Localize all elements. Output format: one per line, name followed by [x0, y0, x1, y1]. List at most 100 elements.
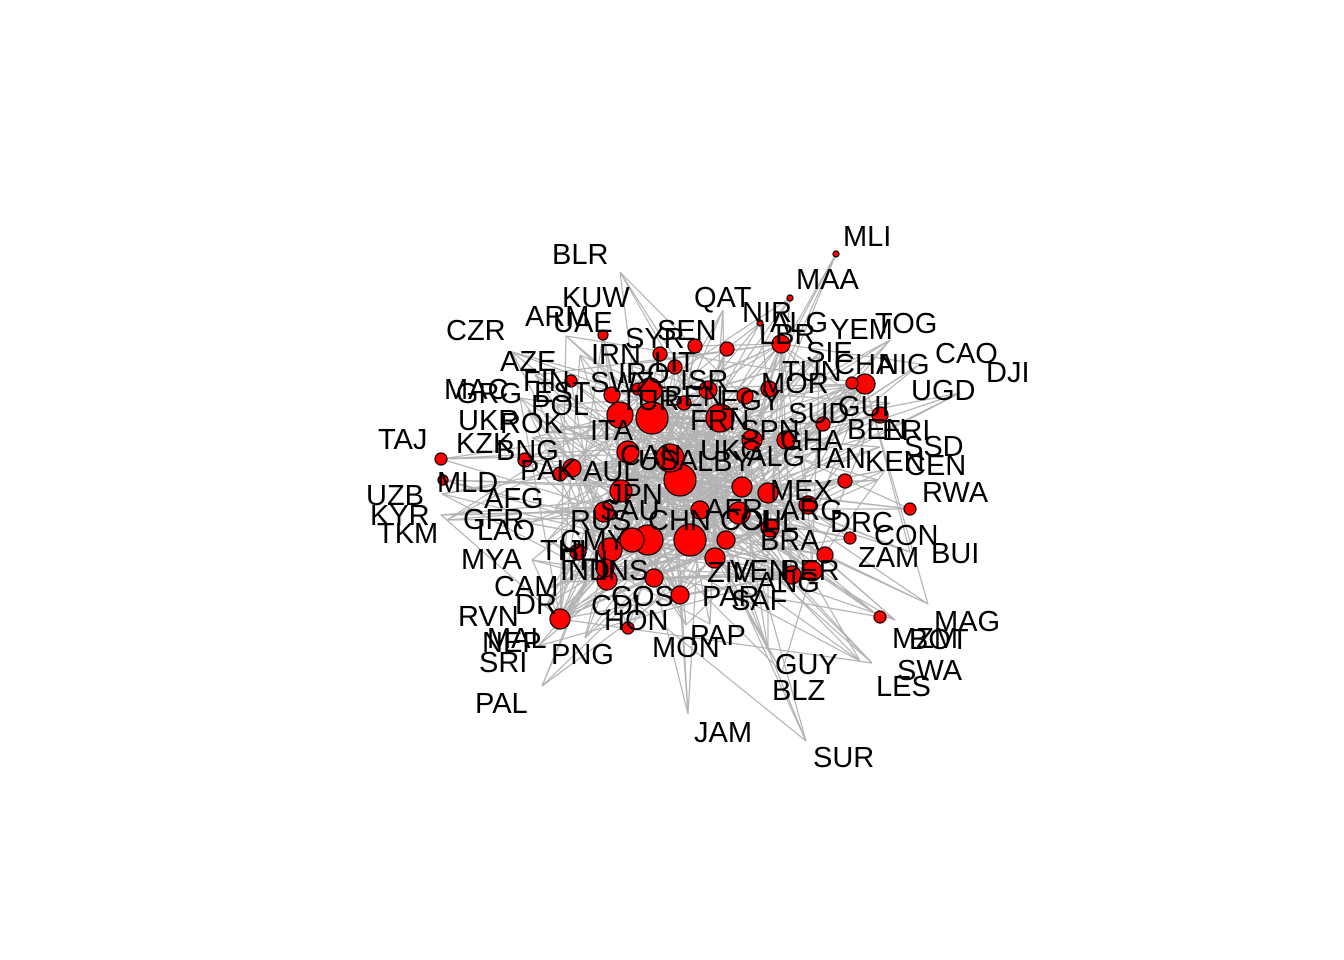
edge-GUY-core: [707, 468, 769, 651]
edge-MZM-CHL: [769, 527, 881, 618]
node-MZM: [873, 610, 887, 624]
node-label-ROK: ROK: [500, 408, 564, 440]
edge-SEN-ALG: [694, 343, 782, 347]
node-label-MEX: MEX: [770, 475, 833, 507]
edge-ERI-ALG: [780, 343, 881, 416]
edge-KUW-GMY: [602, 334, 633, 541]
edge-SAU-AFR: [603, 511, 740, 514]
node-GMY: [619, 527, 645, 553]
node-label-MYA: MYA: [461, 544, 522, 576]
node-PAR: [670, 585, 690, 605]
edge-ERI-ARG: [807, 414, 881, 506]
node-label-TAN: TAN: [810, 443, 866, 475]
node-label-NIG2: GHA: [780, 425, 844, 457]
node-label-TKM: TKM: [377, 518, 438, 550]
edge-PER-PAR: [679, 574, 793, 596]
node-label-ALG: ALG: [770, 307, 828, 339]
edge-PAK-BRA: [571, 467, 743, 488]
node-TUR: [637, 377, 663, 403]
edge-DJI-MEX: [767, 392, 961, 494]
node-label-SWA: SWA: [897, 655, 963, 687]
node-label-BOT: BOT: [909, 624, 969, 656]
node-label-PNG: PNG: [551, 639, 614, 671]
node-label-HON: HON: [604, 605, 668, 637]
node-ITA: [606, 401, 634, 429]
edge-PER-INS: [653, 574, 793, 579]
node-label-IND: IND: [560, 555, 610, 587]
edge-LES-ZIM: [714, 557, 861, 662]
node-label-ARG: ARG: [780, 495, 843, 527]
node-label-EST: EST: [534, 377, 591, 409]
edge-SUR-CDI: [606, 579, 807, 742]
edge-MAC-MAL: [519, 397, 561, 620]
node-TUN: [760, 380, 778, 398]
node-label-CDI: CDI: [591, 590, 641, 622]
node-label-GUI: GUI: [838, 391, 890, 423]
edge-PAL-INS: [541, 577, 655, 687]
node-label-CHA: CHA: [834, 349, 896, 381]
node-label-CON: CON: [874, 520, 938, 552]
node-INS: [644, 568, 664, 588]
node-CON: [843, 531, 857, 545]
edge-GFR-SPN: [527, 439, 753, 524]
node-label-JPN: JPN: [608, 479, 663, 511]
edge-POL-CAN: [559, 425, 629, 453]
edge-KZK-INS: [524, 459, 655, 579]
node-label-NIG: NIG: [878, 349, 930, 381]
node-label-ANG: ANG: [757, 567, 820, 599]
node-label-INS: INS: [600, 555, 648, 587]
edge-IRQ-NIG: [637, 383, 866, 390]
edge-INS-core: [653, 461, 664, 579]
edge-CHL-TUR: [649, 389, 771, 529]
node-label-AFG: AFG: [484, 483, 544, 515]
node-CHA: [845, 376, 859, 390]
node-label-NIR: NIR: [742, 297, 792, 329]
node-label-BNG: BNG: [496, 435, 559, 467]
node-MLD: [437, 474, 449, 486]
node-UKG: [655, 443, 685, 473]
node-TAJ: [434, 452, 448, 466]
edge-SPN-PAR: [679, 439, 753, 596]
node-label-COS: COS: [611, 581, 674, 613]
node-label-KEN: KEN: [865, 446, 925, 478]
node-label-CHN: CHN: [648, 505, 711, 537]
edge-VEN-INS: [653, 539, 727, 579]
node-layer: [434, 250, 917, 635]
node-label-BRA: BRA: [760, 525, 820, 557]
node-label-IRQ: IRQ: [618, 358, 670, 390]
edge-CZR-PAK: [511, 351, 573, 469]
node-label-KUW: KUW: [562, 282, 630, 314]
edge-SAF-NIG: [749, 383, 866, 586]
node-label-RWA: RWA: [922, 477, 989, 509]
edge-ISR-NIG2: [707, 389, 787, 441]
node-label-TAJ: TAJ: [378, 424, 427, 456]
node-MLI: [832, 250, 840, 258]
edge-KYR-MAL: [440, 514, 561, 620]
node-label-BLZ: BLZ: [772, 675, 825, 707]
node-NIG2: [776, 430, 796, 450]
node-MEX: [757, 482, 779, 504]
edge-RVN-PHI: [545, 567, 606, 606]
node-label-DR: DR: [515, 589, 557, 621]
edge-PER-ITA: [619, 414, 793, 576]
node-CHL: [760, 518, 780, 538]
node-label-CAM: CAM: [494, 571, 558, 603]
node-label-CZR: CZR: [446, 315, 506, 347]
node-label-LBR: LBR: [759, 319, 815, 351]
edge-ANG-ARG: [807, 504, 813, 572]
node-ANG: [801, 560, 823, 582]
node-MAA: [786, 294, 794, 302]
node-label-SUR: SUR: [813, 742, 874, 774]
node-SAU: [593, 501, 615, 523]
node-label-BEN2: BEN: [847, 414, 907, 446]
edge-AFG-core: [554, 447, 672, 509]
node-label-LAO: LAO: [477, 515, 535, 547]
edge-AFG-TUR: [554, 389, 651, 509]
node-label-PAP: PAP: [690, 620, 746, 652]
node-label-CHL: CHL: [740, 505, 798, 537]
node-label-ZIM: ZIM: [707, 557, 757, 589]
node-FIN: [564, 374, 578, 388]
node-GUI: [815, 416, 831, 432]
edge-PER-core: [712, 517, 793, 576]
